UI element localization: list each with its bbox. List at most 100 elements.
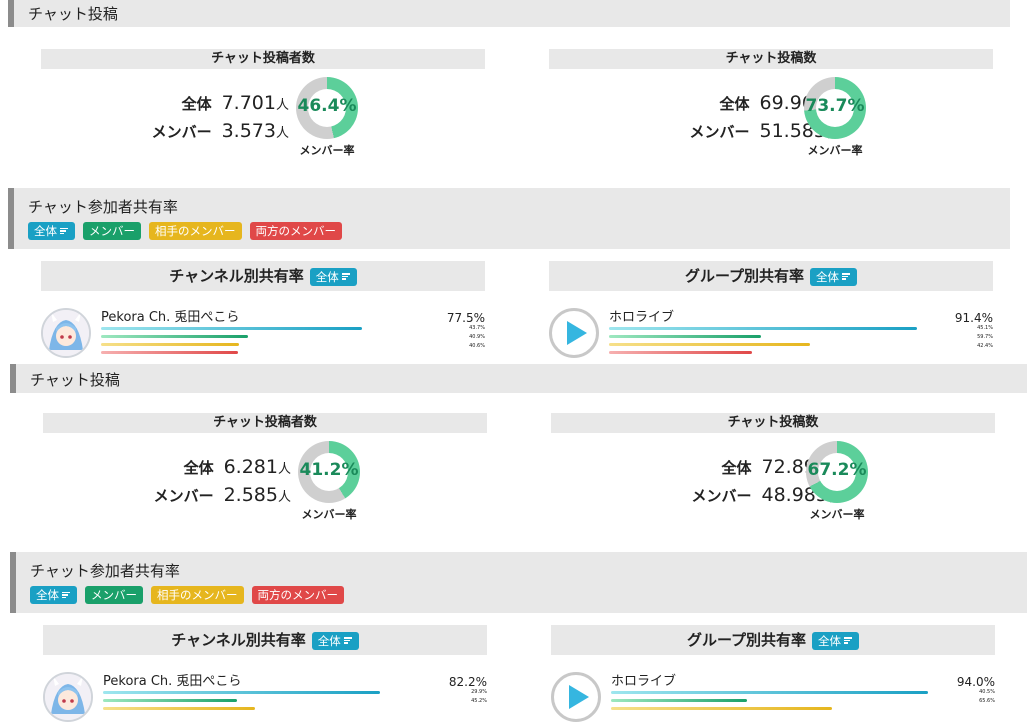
channel-filter-tag-label: 全体 (315, 269, 339, 284)
group-name[interactable]: ホロライブ (611, 674, 677, 689)
stat-label: メンバー (689, 123, 750, 141)
section-title: チャット投稿 (30, 371, 120, 389)
share-bar-member (611, 699, 747, 702)
subheader-group: グループ別共有率 全体 (551, 625, 995, 655)
section-title: チャット参加者共有率 (30, 562, 180, 580)
subheader-posters: チャット投稿者数 (41, 49, 485, 69)
member-rate-donut: 46.4% (296, 77, 358, 139)
stat-unit: 人 (275, 98, 289, 113)
share-rate-sub: 29.9% (471, 689, 487, 695)
channel-header-label: チャンネル別共有率 (169, 267, 304, 285)
share-bar-all (609, 327, 917, 330)
member-rate-caption: メンバー率 (299, 144, 355, 157)
subheader-posts: チャット投稿数 (549, 49, 993, 69)
member-rate-value: 73.7% (805, 96, 865, 116)
tag-member[interactable]: メンバー (85, 586, 143, 604)
tag-opponent-member-label: 相手のメンバー (157, 588, 238, 602)
group-logo[interactable] (549, 308, 599, 358)
stat-label: メンバー (151, 123, 212, 141)
stat-value: 7.701 (221, 92, 276, 114)
tag-both-member[interactable]: 両方のメンバー (251, 586, 344, 604)
member-rate-value: 67.2% (807, 460, 867, 480)
play-icon (569, 685, 589, 709)
tag-opponent-member-label: 相手のメンバー (155, 224, 236, 238)
channel-header-label: チャンネル別共有率 (171, 631, 306, 649)
member-rate-donut: 67.2% (806, 441, 868, 503)
channel-name[interactable]: Pekora Ch. 兎田ぺこら (103, 674, 242, 689)
tag-all[interactable]: 全体 (30, 586, 77, 604)
stat-label: メンバー (153, 487, 214, 505)
member-rate-donut: 41.2% (298, 441, 360, 503)
stat-label: メンバー (691, 487, 752, 505)
subheader-posters: チャット投稿者数 (43, 413, 487, 433)
filter-icon (844, 637, 853, 644)
filter-icon (60, 227, 69, 235)
play-icon (567, 321, 587, 345)
group-header-label: グループ別共有率 (686, 631, 807, 649)
stat-value: 6.281 (223, 456, 278, 478)
channel-avatar[interactable] (41, 308, 91, 358)
share-bar-opponent (101, 343, 239, 346)
member-rate-value: 46.4% (297, 96, 357, 116)
share-rate-sub: 43.7% (469, 325, 485, 331)
section-header-chat: チャット投稿 (8, 0, 1010, 27)
subheader-group: グループ別共有率 全体 (549, 261, 993, 291)
donut-hole (308, 89, 346, 127)
stat-unit: 人 (277, 462, 291, 477)
share-rate-sub: 40.6% (469, 343, 485, 349)
share-rate-sub: 40.5% (979, 689, 995, 695)
section-header-share: チャット参加者共有率全体 メンバー 相手のメンバー 両方のメンバー (10, 552, 1027, 613)
share-rate-main: 82.2% (448, 675, 487, 689)
tag-member-label: メンバー (89, 224, 135, 238)
subheader-channel: チャンネル別共有率 全体 (41, 261, 485, 291)
share-bar-all (611, 691, 928, 694)
stat-value: 2.585 (223, 484, 278, 506)
tag-both-member[interactable]: 両方のメンバー (249, 222, 342, 240)
filter-icon (62, 591, 71, 599)
subheader-posts: チャット投稿数 (551, 413, 995, 433)
channel-name[interactable]: Pekora Ch. 兎田ぺこら (101, 310, 240, 325)
stat-label: 全体 (181, 95, 212, 113)
stat-unit: 人 (277, 490, 291, 505)
stat-label: 全体 (721, 459, 752, 477)
tag-all[interactable]: 全体 (28, 222, 75, 240)
channel-avatar[interactable] (43, 672, 93, 722)
group-filter-tag-label: 全体 (818, 633, 842, 648)
share-bar-member (101, 335, 248, 338)
member-rate-caption: メンバー率 (301, 508, 357, 521)
section-title: チャット参加者共有率 (28, 198, 178, 216)
tag-member[interactable]: メンバー (83, 222, 141, 240)
tag-all-label: 全体 (36, 588, 59, 602)
tag-both-member-label: 両方のメンバー (257, 588, 339, 602)
share-bar-all (103, 691, 380, 694)
filter-icon (343, 637, 353, 644)
group-filter-tag[interactable]: 全体 (812, 631, 860, 650)
group-name[interactable]: ホロライブ (609, 310, 675, 325)
share-rate-sub: 40.9% (469, 334, 485, 340)
share-bar-opponent (609, 343, 810, 346)
share-rate-sub: 42.4% (977, 343, 993, 349)
group-logo[interactable] (551, 672, 601, 722)
member-rate-donut: 73.7% (804, 77, 866, 139)
tag-opponent-member[interactable]: 相手のメンバー (151, 586, 244, 604)
tag-opponent-member[interactable]: 相手のメンバー (149, 222, 242, 240)
stat-value: 3.573 (221, 120, 276, 142)
channel-filter-tag[interactable]: 全体 (311, 631, 359, 650)
stat-unit: 人 (275, 126, 289, 141)
group-filter-tag[interactable]: 全体 (810, 267, 858, 286)
share-bar-both (101, 351, 238, 354)
stat-label: 全体 (183, 459, 214, 477)
donut-hole (818, 453, 856, 491)
donut-hole (816, 89, 854, 127)
filter-icon (341, 273, 351, 280)
share-bar-opponent (611, 707, 832, 710)
share-bar-member (609, 335, 761, 338)
channel-filter-tag-label: 全体 (317, 633, 341, 648)
share-bar-opponent (103, 707, 255, 710)
filter-icon (842, 273, 851, 280)
stat-member-row: メンバー 3.573 人 (149, 120, 289, 142)
group-header-label: グループ別共有率 (684, 267, 805, 285)
channel-filter-tag[interactable]: 全体 (309, 267, 357, 286)
share-bar-member (103, 699, 237, 702)
share-rate-main: 77.5% (446, 311, 485, 325)
